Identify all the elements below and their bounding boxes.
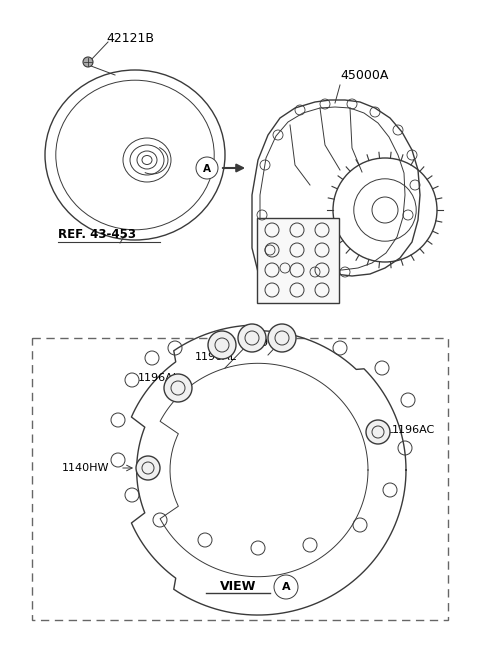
Bar (257, 218, 339, 303)
Text: A: A (203, 164, 211, 174)
Text: A: A (282, 582, 290, 593)
Circle shape (268, 324, 296, 352)
Circle shape (164, 374, 192, 402)
Circle shape (83, 57, 93, 67)
Text: VIEW: VIEW (220, 580, 256, 593)
Text: 45000A: 45000A (340, 69, 388, 82)
Bar (32, 338, 448, 620)
Text: REF. 43-453: REF. 43-453 (58, 228, 136, 241)
Text: 42121B: 42121B (106, 32, 154, 45)
Text: 1196AL: 1196AL (248, 338, 290, 348)
Circle shape (208, 331, 236, 359)
Text: 1196AL: 1196AL (195, 352, 237, 362)
Circle shape (196, 157, 218, 179)
Text: 1196AL: 1196AL (138, 373, 180, 383)
Circle shape (238, 324, 266, 352)
Text: 1196AC: 1196AC (392, 425, 435, 435)
Circle shape (274, 575, 298, 599)
Circle shape (366, 420, 390, 444)
Text: 1140HW: 1140HW (62, 463, 109, 473)
Circle shape (136, 456, 160, 480)
